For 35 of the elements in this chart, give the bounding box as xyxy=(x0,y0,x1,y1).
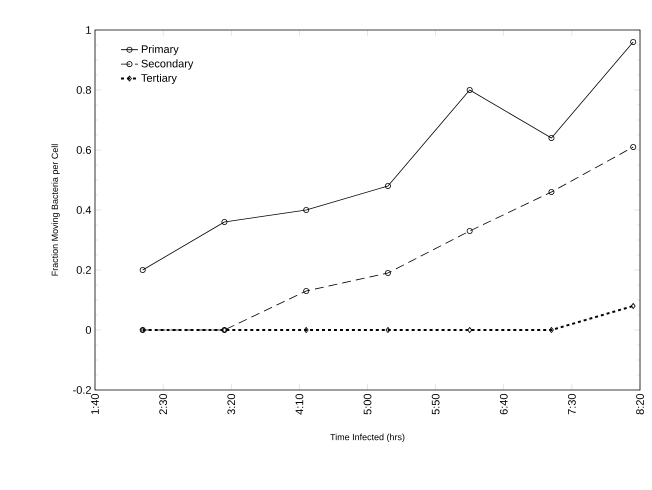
y-tick-label: 0.8 xyxy=(76,86,91,94)
y-axis-title: Fraction Moving Bacteria per Cell xyxy=(51,144,60,276)
legend-label: Tertiary xyxy=(141,74,177,84)
x-tick-label: 6:40 xyxy=(500,394,508,414)
point xyxy=(466,87,473,93)
point xyxy=(548,135,554,141)
y-tick-label: -0.2 xyxy=(73,386,91,394)
point xyxy=(303,288,310,294)
point xyxy=(386,327,390,333)
y-tick-label: 0.6 xyxy=(76,146,91,154)
point xyxy=(384,183,391,189)
point xyxy=(221,219,228,225)
point xyxy=(548,189,554,195)
point xyxy=(630,144,636,150)
x-tick-label: 3:20 xyxy=(227,394,236,414)
point xyxy=(303,207,310,213)
point xyxy=(384,270,391,276)
point xyxy=(549,327,554,333)
y-tick-label: 0.4 xyxy=(76,206,92,214)
x-tick-label: 8:20 xyxy=(636,394,644,414)
x-tick-label: 1:40 xyxy=(91,394,99,414)
y-tick-label: 0.2 xyxy=(76,266,91,274)
y-tick-label: 0 xyxy=(86,326,92,334)
legend-label: Primary xyxy=(142,44,179,56)
x-tick-label: 5:50 xyxy=(432,394,440,414)
x-tick-label: 7:30 xyxy=(568,394,576,414)
point xyxy=(304,327,309,333)
x-tick-label: 2:30 xyxy=(159,394,168,414)
x-tick-label: 5:00 xyxy=(364,394,372,414)
legend-label: Secondary xyxy=(141,59,194,70)
point xyxy=(630,303,636,309)
y-tick-label: 1 xyxy=(86,26,91,34)
x-axis-title: Time Infected (hrs) xyxy=(330,434,404,442)
point xyxy=(466,228,473,234)
x-tick-label: 4:10 xyxy=(296,394,304,415)
